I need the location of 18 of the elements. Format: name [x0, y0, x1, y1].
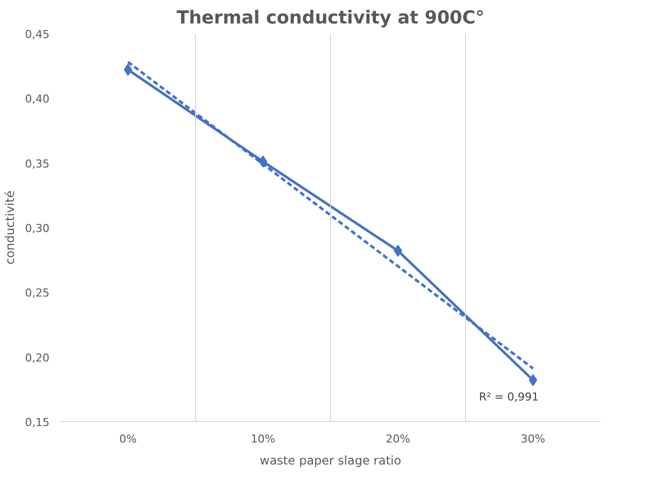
- y-tick-label: 0,40: [25, 92, 50, 106]
- point: [528, 374, 538, 386]
- y-tick-label: 0,35: [25, 157, 50, 170]
- x-tick-label: 20%: [386, 432, 410, 446]
- point: [394, 244, 402, 257]
- x-tick-label: 30%: [520, 432, 546, 446]
- annotation: R² = 0,991: [479, 390, 539, 404]
- x-tick-label: 0%: [119, 432, 137, 446]
- x-tick-label: 10%: [250, 432, 276, 446]
- x-axis-title: waste paper slage ratio: [260, 454, 402, 468]
- y-tick-label: 0,20: [25, 351, 50, 364]
- point: [124, 64, 132, 76]
- y-tick-label: 0,30: [25, 222, 50, 235]
- y-tick-label: 0,15: [25, 416, 50, 429]
- chart-title: Thermal conductivity at 900C°: [176, 8, 484, 28]
- y-tick-label: 0,45: [25, 28, 50, 41]
- y-axis-title: conductivité: [3, 190, 18, 264]
- y-tick-label: 0,25: [25, 286, 50, 300]
